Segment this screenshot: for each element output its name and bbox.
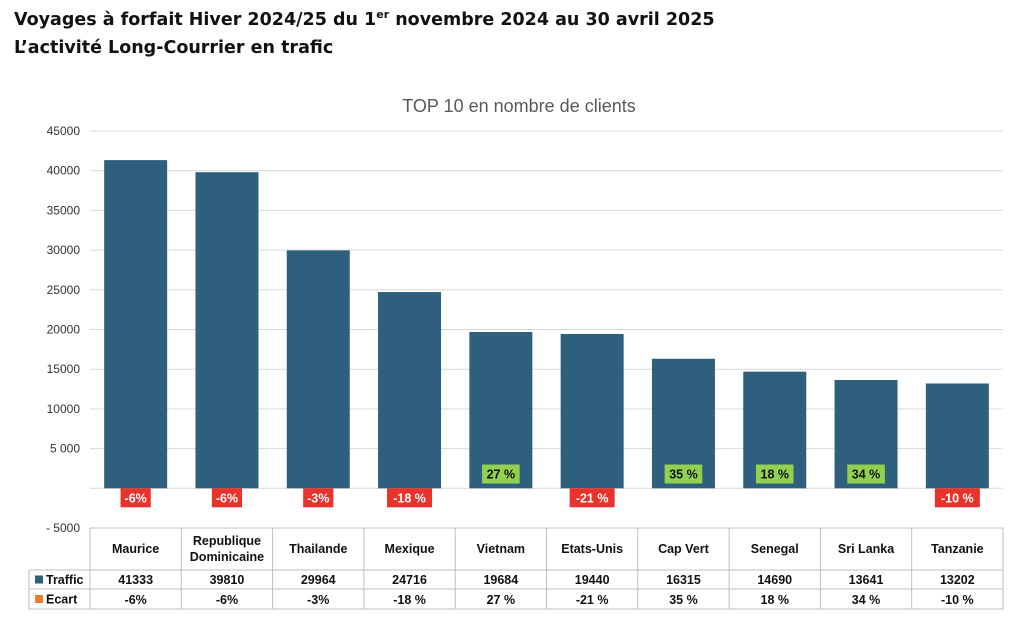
category-label: Dominicaine [190,550,264,564]
category-label: Tanzanie [931,542,984,556]
ecart-data-label: 27 % [482,464,520,484]
category-label: Republique [193,534,261,548]
category-label: Thailande [289,542,347,556]
ecart-cell: -6% [216,593,238,607]
bar-traffic [469,332,533,489]
chart-title: TOP 10 en nombre de clients [402,96,635,116]
category-label: Etats-Unis [561,542,623,556]
ecart-cell: 35 % [669,593,698,607]
ecart-cell: 18 % [761,593,790,607]
traffic-cell: 29964 [301,573,336,587]
data-label-text: 35 % [669,468,698,482]
traffic-cell: 39810 [210,573,245,587]
ecart-cell: -6% [125,593,147,607]
page-title-line-1: Voyages à forfait Hiver 2024/25 du 1er n… [14,8,715,30]
category-label: Cap Vert [658,542,710,556]
data-label-box [569,488,615,508]
data-label-text: 27 % [487,468,516,482]
bar-traffic [286,250,350,489]
ecart-data-label: 34 % [847,464,885,484]
traffic-cell: 41333 [118,573,153,587]
data-labels: -6% -6% -3% -18 % 27 % -21 % 35 % 18 % 34 % -10 % [120,464,980,508]
y-tick-label: - 5000 [46,521,80,535]
bar-traffic [378,292,442,489]
traffic-cell: 14690 [757,573,792,587]
y-tick-label: 40000 [47,164,81,178]
ecart-cell: 34 % [852,593,881,607]
data-label-text: 18 % [761,468,790,482]
bars [104,160,989,489]
data-label-text: -3% [307,491,329,505]
legend-label-traffic: Traffic [46,573,84,587]
y-tick-label: 35000 [47,203,81,217]
ecart-cell: -3% [307,593,329,607]
data-label-text: -6% [216,491,238,505]
legend-label-ecart: Ecart [46,593,78,607]
ecart-data-label: 35 % [664,464,703,484]
bar-traffic [925,383,989,489]
ecart-cell: 27 % [487,593,516,607]
data-label-text: -10 % [941,491,974,505]
data-label-text: -21 % [576,491,609,505]
y-tick-label: 25000 [47,283,81,297]
ecart-cell: -21 % [576,593,609,607]
y-tick-label: 5 000 [50,442,80,456]
traffic-cell: 13641 [849,573,884,587]
traffic-cell: 19684 [483,573,518,587]
bar-traffic [104,160,168,489]
data-label-box [387,488,433,508]
ecart-cell: -10 % [941,593,974,607]
category-label: Mexique [385,542,435,556]
ecart-data-label: -10 % [934,488,980,508]
traffic-cell: 16315 [666,573,701,587]
page-title-line-2: L’activité Long-Courrier en trafic [14,38,334,58]
ecart-data-label: -3% [303,488,334,508]
data-label-box [482,464,520,484]
data-label-box [664,464,703,484]
data-label-box [120,488,151,508]
traffic-cell: 13202 [940,573,975,587]
legend-key-ecart [35,595,43,603]
data-label-box [303,488,334,508]
data-label-box [934,488,980,508]
ecart-data-label: 18 % [755,464,794,484]
traffic-cell: 19440 [575,573,610,587]
y-tick-label: 20000 [47,323,81,337]
bar-traffic [195,172,259,489]
data-label-text: -18 % [393,491,426,505]
y-tick-label: 15000 [47,362,81,376]
traffic-cell: 24716 [392,573,427,587]
y-tick-label: 30000 [47,243,81,257]
category-label: Maurice [112,542,159,556]
ecart-data-label: -18 % [387,488,433,508]
data-table: Maurice 41333 -6% Republique Dominicaine 3981… [28,527,1004,610]
data-label-text: -6% [125,491,147,505]
y-tick-label: 45000 [47,124,81,138]
ecart-cell: -18 % [393,593,426,607]
data-label-box [211,488,243,508]
y-tick-label: 10000 [47,402,81,416]
legend-key-traffic [35,575,43,584]
ecart-data-label: -6% [120,488,151,508]
ecart-data-label: -21 % [569,488,615,508]
data-label-text: 34 % [852,468,881,482]
data-label-box [847,464,885,484]
category-label: Sri Lanka [838,542,895,556]
category-label: Senegal [751,542,799,556]
bar-traffic [560,333,624,489]
category-label: Vietnam [477,542,525,556]
data-label-box [755,464,794,484]
ecart-data-label: -6% [211,488,243,508]
